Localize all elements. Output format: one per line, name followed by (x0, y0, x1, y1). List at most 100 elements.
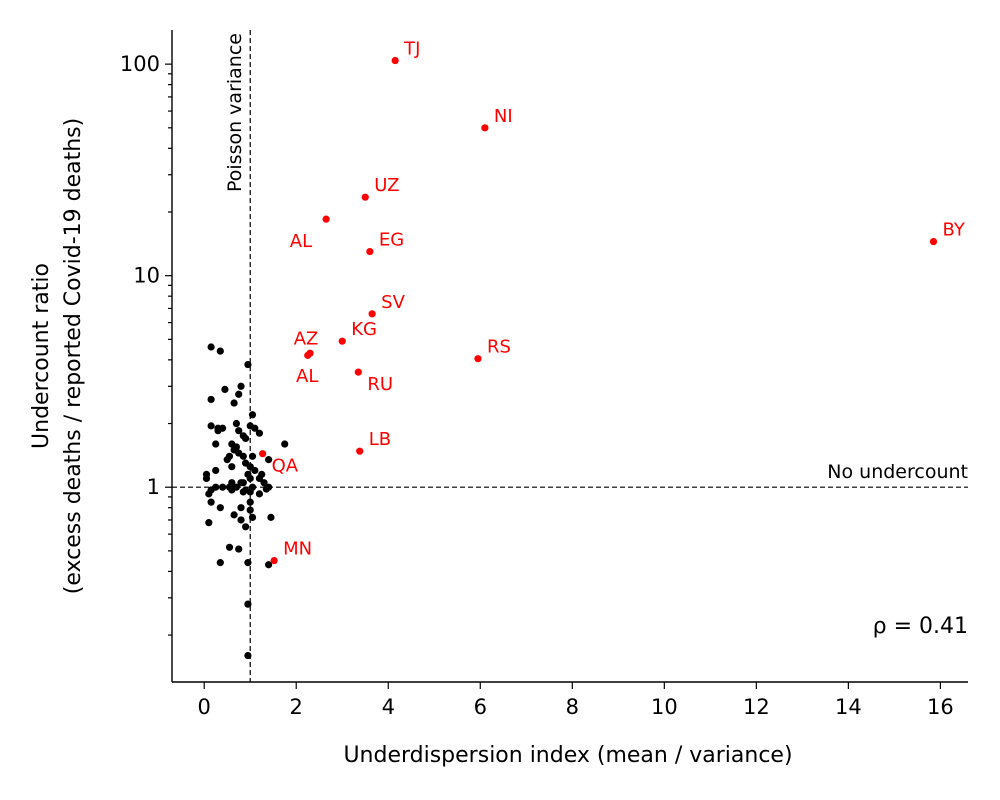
y-axis-label-line2: (excess deaths / reported Covid-19 death… (61, 118, 86, 594)
data-point (244, 360, 252, 369)
data-point (214, 427, 222, 435)
data-point (207, 422, 215, 430)
data-point (202, 474, 211, 483)
point-label: QA (272, 456, 299, 477)
data-point (239, 452, 247, 460)
x-tick-label: 10 (651, 695, 678, 719)
data-point (248, 411, 257, 419)
x-tick-label: 4 (382, 695, 395, 719)
highlighted-point (361, 193, 369, 201)
data-point (228, 486, 236, 494)
y-tick-label: 1 (147, 475, 160, 499)
data-point (225, 543, 234, 551)
highlighted-point (474, 355, 482, 363)
point-label: EG (379, 230, 404, 251)
data-point (219, 483, 227, 491)
data-point (281, 440, 289, 448)
data-point (228, 463, 236, 471)
x-tick-label: 14 (835, 695, 862, 719)
data-point (230, 399, 238, 407)
highlighted-point (929, 237, 938, 246)
data-point (212, 440, 220, 448)
point-label: NI (494, 106, 513, 127)
x-tick-label: 16 (927, 695, 954, 719)
data-point (260, 479, 268, 487)
highlighted-point (356, 447, 364, 455)
data-point (237, 382, 245, 390)
x-tick-label: 6 (474, 695, 487, 719)
data-point (237, 479, 245, 487)
data-point (239, 488, 247, 496)
data-point (242, 523, 250, 531)
data-point (244, 600, 252, 608)
data-points (202, 343, 289, 660)
data-point (235, 390, 243, 398)
y-tick-label: 10 (133, 264, 160, 288)
y-axis-label-line1: Undercount ratio (29, 263, 54, 449)
highlighted-point (366, 247, 374, 256)
y-tick-label: 100 (120, 52, 160, 76)
data-point (244, 559, 252, 567)
data-point (212, 466, 220, 475)
highlighted-point (259, 450, 267, 458)
data-point (246, 498, 254, 506)
point-label: TJ (403, 39, 420, 60)
data-point (205, 519, 213, 527)
point-label: LB (369, 429, 391, 450)
point-label: AL (290, 231, 312, 252)
point-label: RS (487, 337, 511, 358)
data-point (237, 516, 245, 524)
highlighted-point (306, 349, 314, 357)
point-label: SV (381, 292, 405, 313)
highlighted-point (368, 310, 376, 318)
data-point (216, 504, 224, 512)
highlighted-point (270, 556, 278, 565)
axes (171, 30, 968, 683)
data-point (230, 511, 238, 519)
data-point (255, 490, 264, 498)
x-tick-label: 8 (566, 695, 579, 719)
data-point (221, 385, 229, 393)
data-point (207, 395, 215, 404)
data-point (262, 485, 270, 493)
data-point (246, 474, 254, 483)
data-point (235, 545, 243, 553)
data-point (207, 498, 215, 506)
data-point (223, 456, 231, 464)
data-point (237, 504, 245, 512)
data-point (246, 488, 254, 496)
data-point (255, 474, 264, 483)
correlation-annotation: ρ = 0.41 (873, 614, 968, 639)
point-label: RU (367, 374, 393, 395)
data-point (265, 561, 273, 569)
data-point (235, 427, 243, 435)
data-point (242, 434, 250, 443)
point-label: KG (351, 319, 377, 340)
y-axis-ticks: 1 10 100 (120, 52, 172, 636)
data-point (207, 343, 215, 351)
highlighted-point (322, 215, 330, 223)
data-point (265, 456, 273, 464)
data-point (216, 347, 224, 355)
data-point (255, 429, 264, 437)
data-point (248, 513, 257, 521)
point-label: UZ (374, 175, 399, 196)
x-tick-label: 0 (198, 695, 211, 719)
point-label: BY (942, 220, 965, 241)
point-label: AZ (294, 328, 319, 349)
x-tick-label: 12 (743, 695, 770, 719)
point-label: AL (296, 366, 318, 387)
highlighted-point (391, 56, 399, 65)
data-point (216, 559, 224, 567)
data-point (246, 506, 254, 514)
point-label: MN (283, 539, 312, 560)
x-axis-ticks: 0 2 4 6 8 10 12 14 16 (198, 682, 954, 719)
highlighted-point (481, 124, 489, 132)
x-axis-label: Underdispersion index (mean / variance) (343, 743, 792, 768)
data-point (205, 490, 213, 498)
data-point (251, 424, 259, 432)
data-point (232, 419, 241, 428)
data-point (244, 651, 252, 660)
data-point (267, 513, 275, 521)
